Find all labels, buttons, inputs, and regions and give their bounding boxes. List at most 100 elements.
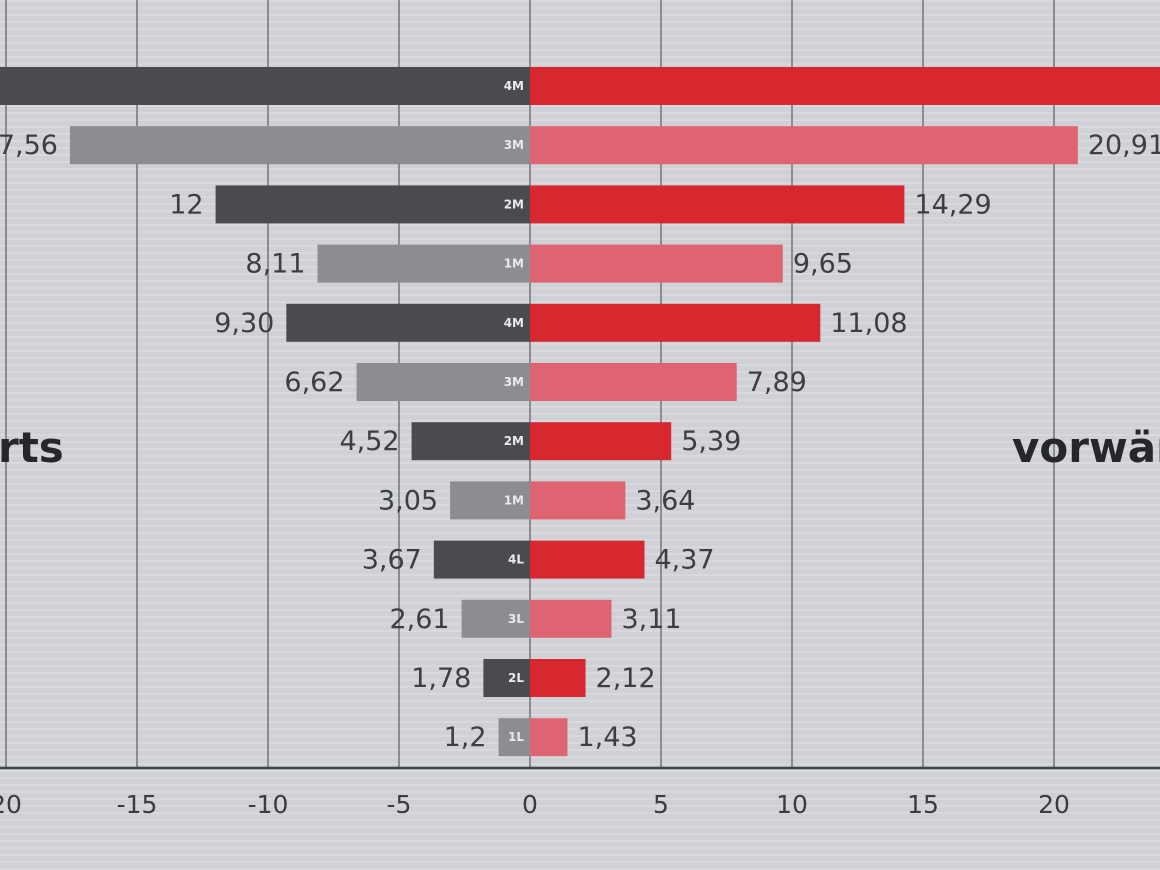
category-label: 3M [504, 138, 524, 152]
bg-stripe [0, 168, 1160, 170]
x-tick-label: 10 [776, 790, 808, 819]
bar-right [530, 599, 612, 638]
bg-stripe [0, 420, 1160, 422]
category-label: 2M [504, 197, 524, 211]
bg-stripe [0, 28, 1160, 30]
bg-stripe [0, 42, 1160, 44]
bg-stripe [0, 826, 1160, 828]
value-label-left: 3,67 [362, 545, 422, 576]
value-label-left: 8,11 [245, 249, 305, 280]
category-label: 3M [504, 375, 524, 389]
bg-stripe [0, 175, 1160, 177]
labels: 4M 3M 7,56 20,91 2M 12 14,29 1M 8,11 9,65 4M 9,30 11… [0, 79, 1160, 753]
x-tick-label: -10 [248, 790, 289, 819]
bg-stripe [0, 21, 1160, 23]
value-label-left: 6,62 [284, 367, 344, 398]
bg-stripe [0, 770, 1160, 772]
category-label: 1L [508, 730, 524, 744]
bg-stripe [0, 301, 1160, 303]
bg-stripe [0, 798, 1160, 800]
bg-stripe [0, 588, 1160, 590]
bg-stripe [0, 763, 1160, 765]
bar-right [530, 718, 568, 757]
bg-stripe [0, 868, 1160, 870]
value-label-right: 4,37 [654, 545, 714, 576]
bar-left [411, 422, 530, 461]
value-label-right: 3,64 [635, 485, 695, 516]
bg-stripe [0, 651, 1160, 653]
bg-stripe [0, 854, 1160, 856]
bg-stripe [0, 644, 1160, 646]
value-label-left: 3,05 [378, 485, 438, 516]
bar-right [530, 67, 1160, 105]
bg-stripe [0, 539, 1160, 541]
bg-stripe [0, 861, 1160, 863]
bg-stripe [0, 595, 1160, 597]
bg-stripe [0, 105, 1160, 107]
bg-stripe [0, 35, 1160, 37]
category-label: 1M [504, 257, 524, 271]
value-label-right: 1,43 [577, 722, 637, 753]
bg-stripe [0, 756, 1160, 758]
bg-stripe [0, 833, 1160, 835]
bg-stripe [0, 707, 1160, 709]
value-label-right: 9,65 [793, 249, 853, 280]
bg-stripe [0, 350, 1160, 352]
bar-right [530, 422, 672, 461]
value-label-right: 11,08 [830, 308, 907, 339]
bg-stripe [0, 413, 1160, 415]
x-tick-label: 20 [0, 790, 22, 819]
value-label-left: 1,2 [444, 722, 487, 753]
bg-stripe [0, 462, 1160, 464]
bg-stripe [0, 182, 1160, 184]
bg-stripe [0, 525, 1160, 527]
bar-right [530, 244, 783, 283]
bg-stripe [0, 63, 1160, 65]
bg-stripe [0, 581, 1160, 583]
bg-stripe [0, 49, 1160, 51]
bg-stripe [0, 294, 1160, 296]
bg-stripe [0, 700, 1160, 702]
bg-stripe [0, 406, 1160, 408]
bg-stripe [0, 840, 1160, 842]
bg-stripe [0, 112, 1160, 114]
bg-stripe [0, 238, 1160, 240]
bg-stripe [0, 287, 1160, 289]
value-label-left: 12 [169, 189, 203, 220]
bg-stripe [0, 14, 1160, 16]
value-label-right: 2,12 [596, 663, 656, 694]
bars [0, 67, 1160, 757]
value-label-left: 9,30 [214, 308, 274, 339]
bg-stripe [0, 119, 1160, 121]
bg-stripe [0, 805, 1160, 807]
bar-left [356, 363, 530, 401]
bar-left [215, 185, 530, 224]
bar-right [530, 481, 626, 520]
bg-stripe [0, 56, 1160, 58]
bg-stripe [0, 532, 1160, 534]
bar-left [461, 599, 530, 638]
bg-stripe [0, 721, 1160, 723]
side-label-left: rts [0, 423, 64, 472]
x-tick-label: -15 [117, 790, 158, 819]
value-label-right: 14,29 [914, 189, 991, 220]
bg-stripe [0, 357, 1160, 359]
bg-stripe [0, 784, 1160, 786]
value-label-left: 1,78 [411, 663, 471, 694]
category-label: 2L [508, 671, 524, 685]
bg-stripe [0, 735, 1160, 737]
bg-stripe [0, 476, 1160, 478]
bar-left [498, 718, 530, 757]
value-label-right: 7,89 [747, 367, 807, 398]
bg-stripe [0, 224, 1160, 226]
category-label: 4M [504, 79, 524, 93]
x-tick-label: 20 [1038, 790, 1070, 819]
bg-stripe [0, 469, 1160, 471]
x-tick-label: -5 [387, 790, 412, 819]
value-label-left: 2,61 [389, 604, 449, 635]
bar-left [450, 481, 530, 520]
bg-stripe [0, 0, 1160, 2]
x-tick-label: 15 [907, 790, 939, 819]
